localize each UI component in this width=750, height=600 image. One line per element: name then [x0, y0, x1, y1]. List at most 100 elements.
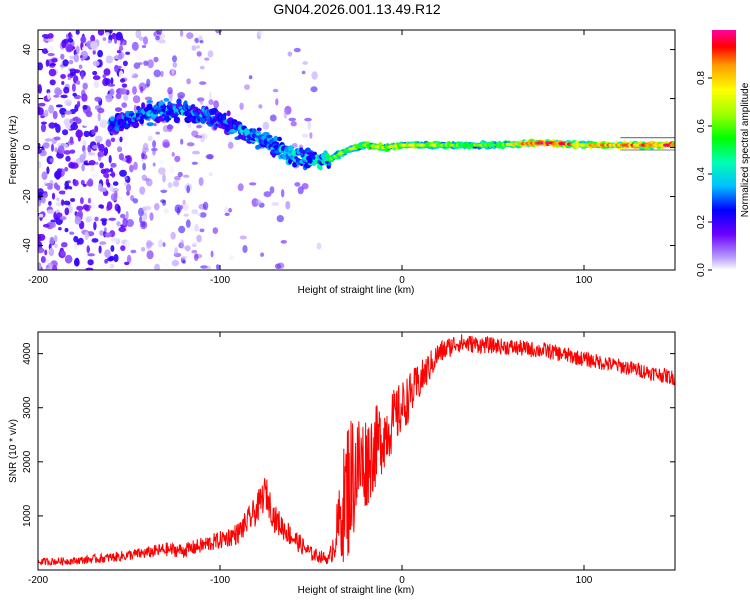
noise-blob: [53, 182, 59, 190]
noise-blob: [49, 236, 55, 245]
y-tick-label: 40: [22, 44, 33, 56]
noise-blob: [109, 167, 113, 173]
noise-blob: [172, 55, 177, 63]
noise-blob: [106, 201, 113, 211]
noise-blob: [138, 36, 145, 41]
ridge-blob: [162, 104, 166, 110]
noise-blob: [188, 224, 196, 233]
ridge-blob: [200, 118, 207, 124]
noise-blob: [50, 222, 56, 228]
noise-blob: [98, 204, 104, 209]
noise-blob: [79, 154, 86, 163]
noise-blob: [69, 231, 75, 235]
colorbar-tick-label: 0.8: [696, 71, 707, 85]
noise-blob: [42, 223, 50, 228]
noise-blob: [177, 171, 183, 178]
noise-blob: [61, 199, 65, 206]
noise-blob: [269, 114, 277, 122]
noise-blob: [215, 264, 220, 270]
noise-blob: [38, 84, 42, 91]
noise-blob: [49, 157, 54, 163]
noise-blob: [158, 159, 165, 165]
noise-blob: [88, 160, 96, 166]
noise-blob: [92, 145, 99, 150]
noise-blob: [293, 47, 301, 53]
noise-blob: [113, 254, 119, 263]
ridge-blob: [266, 134, 273, 139]
noise-blob: [93, 221, 97, 231]
y-tick-label: 3000: [22, 396, 33, 419]
noise-blob: [174, 175, 181, 181]
noise-blob: [73, 53, 79, 63]
noise-blob: [38, 148, 42, 154]
noise-blob: [171, 67, 175, 76]
noise-blob: [77, 100, 81, 108]
noise-blob: [45, 267, 51, 270]
noise-blob: [90, 40, 98, 50]
noise-blob: [110, 245, 115, 252]
x-tick-label: -200: [28, 275, 48, 286]
noise-blob: [38, 161, 42, 169]
noise-blob: [87, 253, 95, 257]
noise-blob: [132, 95, 141, 104]
noise-blob: [63, 38, 69, 45]
noise-blob: [117, 53, 123, 60]
noise-blob: [102, 37, 107, 41]
noise-blob: [54, 235, 58, 243]
noise-blob: [109, 88, 115, 97]
noise-blob: [163, 262, 169, 268]
ridge-blob: [146, 100, 153, 104]
noise-blob: [74, 216, 82, 225]
ridge-blob: [139, 117, 145, 125]
noise-blob: [98, 143, 105, 153]
noise-blob: [121, 83, 128, 88]
noise-blob: [56, 197, 60, 202]
noise-blob: [162, 173, 166, 183]
noise-blob: [276, 215, 284, 223]
noise-blob: [68, 162, 75, 169]
noise-blob: [110, 77, 114, 85]
noise-blob: [115, 31, 123, 41]
noise-blob: [80, 197, 84, 205]
noise-blob: [44, 109, 49, 118]
ridge-blob: [141, 102, 146, 109]
noise-blob: [242, 245, 248, 253]
noise-blob: [171, 259, 180, 267]
noise-blob: [54, 170, 62, 179]
noise-blob: [83, 118, 88, 127]
noise-blob: [64, 180, 69, 189]
noise-blob: [131, 41, 139, 51]
noise-blob: [120, 245, 126, 252]
noise-blob: [99, 187, 108, 192]
spectrogram-frame: [37, 29, 676, 271]
noise-blob: [210, 250, 214, 258]
noise-blob: [40, 123, 47, 133]
noise-blob: [194, 223, 199, 232]
ridge-blob: [272, 153, 276, 158]
noise-blob: [87, 197, 92, 204]
noise-blob: [65, 70, 71, 74]
snr-x-label: Height of straight line (km): [298, 585, 415, 596]
noise-blob: [140, 247, 146, 252]
noise-blob: [85, 110, 93, 118]
noise-blob: [173, 200, 179, 206]
noise-blob: [283, 110, 288, 119]
noise-blob: [42, 142, 50, 149]
noise-blob: [142, 206, 146, 212]
noise-blob: [309, 132, 313, 139]
noise-blob: [142, 162, 147, 171]
noise-blob: [51, 264, 58, 270]
noise-blob: [118, 153, 124, 161]
colorbar-tick-label: 0.2: [696, 215, 707, 229]
noise-blob: [133, 104, 137, 113]
noise-blob: [153, 123, 157, 127]
noise-blob: [85, 267, 94, 270]
noise-blob: [162, 142, 170, 148]
x-tick-label: -100: [210, 275, 230, 286]
noise-blob: [42, 192, 48, 198]
noise-blob: [172, 180, 180, 187]
noise-blob: [112, 181, 119, 186]
noise-blob: [191, 209, 198, 215]
noise-blob: [123, 181, 128, 186]
